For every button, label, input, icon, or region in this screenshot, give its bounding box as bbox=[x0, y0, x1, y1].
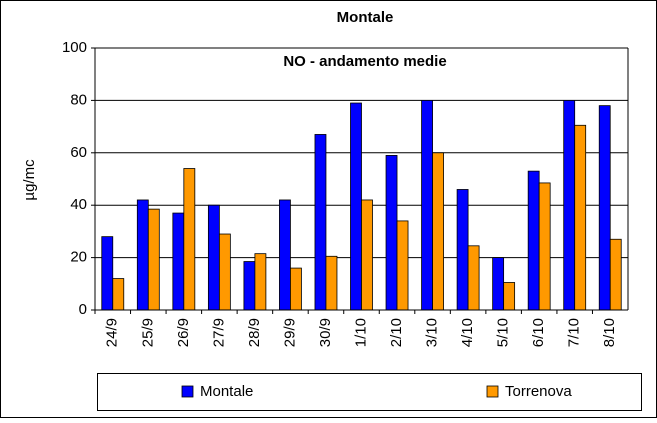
y-tick-label: 20 bbox=[70, 249, 87, 266]
bar bbox=[112, 278, 125, 311]
bar bbox=[207, 204, 220, 311]
x-tick-label: 29/9 bbox=[281, 318, 298, 347]
bar bbox=[563, 100, 576, 311]
legend-label: Montale bbox=[200, 383, 253, 400]
bar bbox=[574, 124, 587, 311]
bar bbox=[147, 208, 160, 311]
bar bbox=[361, 199, 373, 311]
y-axis-label: µg/mc bbox=[21, 159, 38, 201]
x-tick-label: 26/9 bbox=[175, 318, 192, 347]
bar bbox=[243, 261, 256, 311]
chart-subtitle: NO - andamento medie bbox=[283, 53, 446, 70]
legend-swatch bbox=[181, 385, 194, 398]
x-tick-label: 1/10 bbox=[352, 318, 369, 347]
legend-label: Torrenova bbox=[505, 383, 572, 400]
bar bbox=[254, 253, 267, 311]
y-tick-label: 100 bbox=[62, 39, 87, 56]
x-tick-label: 24/9 bbox=[104, 318, 121, 347]
x-tick-label: 2/10 bbox=[388, 318, 405, 347]
x-tick-label: 5/10 bbox=[495, 318, 512, 347]
bar bbox=[350, 102, 362, 311]
x-tick-label: 4/10 bbox=[459, 318, 476, 347]
bar bbox=[421, 100, 433, 311]
x-tick-label: 8/10 bbox=[601, 318, 618, 347]
x-tick-label: 7/10 bbox=[566, 318, 583, 347]
bar bbox=[183, 168, 196, 311]
bar bbox=[538, 182, 551, 311]
bar bbox=[492, 257, 505, 311]
y-tick-label: 0 bbox=[79, 301, 87, 318]
x-tick-label: 27/9 bbox=[210, 318, 227, 347]
bar bbox=[101, 236, 114, 311]
bar bbox=[527, 170, 540, 311]
bar bbox=[432, 152, 444, 311]
x-tick-label: 30/9 bbox=[317, 318, 334, 347]
chart-title: Montale bbox=[337, 9, 394, 26]
bar bbox=[172, 212, 185, 311]
bar bbox=[279, 199, 291, 311]
x-tick-label: 3/10 bbox=[424, 318, 441, 347]
bar bbox=[314, 134, 327, 311]
bar bbox=[503, 282, 516, 311]
bar bbox=[456, 189, 469, 311]
bar bbox=[396, 220, 409, 311]
x-tick-label: 25/9 bbox=[139, 318, 156, 347]
y-tick-label: 80 bbox=[70, 91, 87, 108]
y-tick-label: 40 bbox=[70, 196, 87, 213]
bar bbox=[136, 199, 149, 311]
y-tick-label: 60 bbox=[70, 144, 87, 161]
bar bbox=[385, 155, 398, 311]
x-tick-label: 6/10 bbox=[530, 318, 547, 347]
bar bbox=[467, 245, 480, 311]
legend-swatch bbox=[486, 385, 499, 398]
bar bbox=[218, 233, 231, 311]
bar bbox=[290, 267, 302, 311]
x-tick-label: 28/9 bbox=[246, 318, 263, 347]
bar bbox=[609, 238, 622, 311]
bar bbox=[325, 255, 338, 311]
bar bbox=[598, 105, 611, 311]
